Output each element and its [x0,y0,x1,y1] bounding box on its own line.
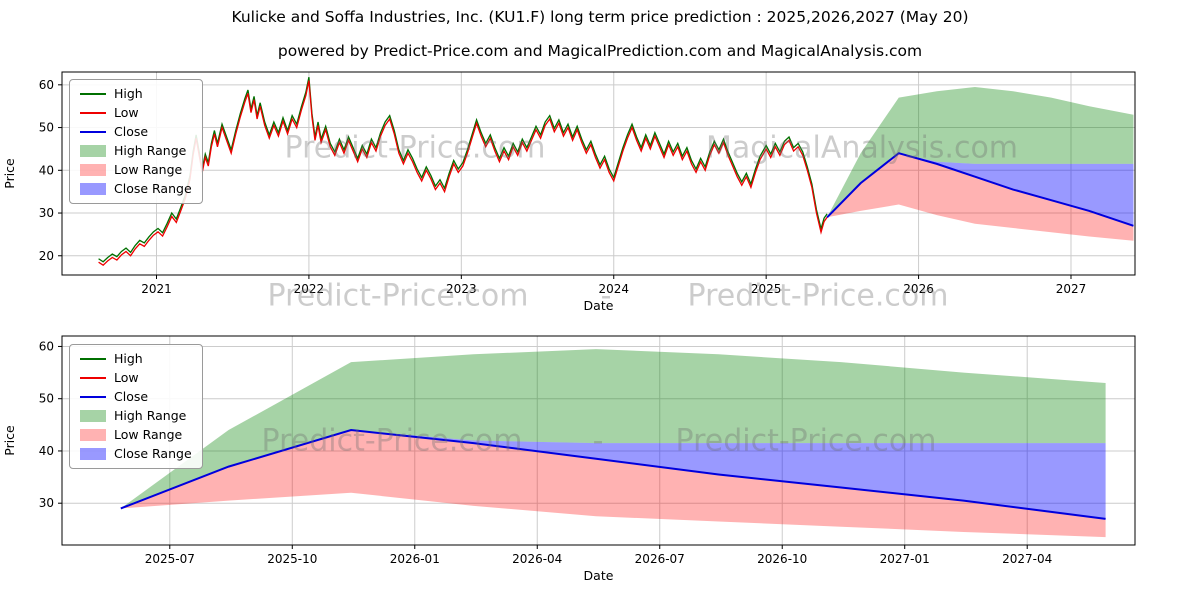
legend-label-close-range: Close Range [114,446,192,461]
close-range-band [827,153,1134,226]
low-range-band [827,153,1134,241]
high-swatch-line [80,358,106,360]
y-tick-label: 40 [39,163,54,177]
x-tick-label: 2026 [903,282,934,296]
figure-subtitle: powered by Predict-Price.com and Magical… [277,42,923,60]
x-tick-label: 2027-04 [1002,552,1052,566]
top-price-chart: 2021 2022 2023 2024 2025 2026 2027 20 30 40 50 60 Da… [2,71,1136,313]
legend-item-high: High [80,87,192,101]
legend-item-low-range: Low Range [80,163,192,177]
close-swatch-line [80,396,106,398]
legend-label-low-range: Low Range [114,427,183,442]
legend-label-high-range: High Range [114,143,187,158]
plot-border [61,71,1136,276]
y-tick-label: 50 [39,392,54,406]
top-chart-legend: High Low Close High Range Low Range Close Ran… [69,79,203,204]
high-range-swatch-patch [80,145,106,157]
close-swatch-line [80,131,106,133]
x-tick-label: 2027 [1056,282,1087,296]
high-range-band [120,349,1106,509]
x-tick-label: 2022 [294,282,325,296]
low-range-swatch-patch [80,429,106,441]
legend-label-high: High [114,86,143,101]
legend-item-high: High [80,352,192,366]
high-range-band [827,86,1134,218]
legend-item-low-range: Low Range [80,428,192,442]
low-range-band [120,430,1106,538]
legend-label-low: Low [114,370,139,385]
legend-item-close: Close [80,125,192,139]
y-axis-label: Price [2,158,17,189]
legend-label-high: High [114,351,143,366]
y-tick-label: 20 [39,249,54,263]
legend-label-close-range: Close Range [114,181,192,196]
legend-item-low: Low [80,106,192,120]
legend-item-low: Low [80,371,192,385]
x-tick-label: 2025 [751,282,782,296]
y-tick-label: 60 [39,339,54,353]
low-swatch-line [80,377,106,379]
legend-item-close-range: Close Range [80,182,192,196]
prediction-close-line [826,152,1134,227]
x-tick-label: 2026-01 [390,552,440,566]
close-range-swatch-patch [80,183,106,195]
legend-label-low: Low [114,105,139,120]
prediction-close-line [120,429,1106,520]
y-axis-label: Price [2,425,17,456]
x-tick-label: 2026-07 [635,552,685,566]
legend-label-close: Close [114,389,149,404]
x-tick-label: 2025-07 [145,552,195,566]
y-tick-label: 30 [39,206,54,220]
close-range-band [120,430,1106,519]
history-high-line [98,76,828,263]
low-swatch-line [80,112,106,114]
x-tick-label: 2024 [598,282,629,296]
high-swatch-line [80,93,106,95]
x-tick-label: 2026-04 [512,552,562,566]
y-tick-label: 30 [39,496,54,510]
high-range-swatch-patch [80,410,106,422]
x-tick-label: 2023 [446,282,477,296]
history-low-line [98,80,828,266]
low-range-swatch-patch [80,164,106,176]
legend-label-close: Close [114,124,149,139]
y-tick-label: 40 [39,444,54,458]
bottom-prediction-chart: 2025-07 2025-10 2026-01 2026-04 2026-07 2026-… [2,335,1136,583]
legend-label-high-range: High Range [114,408,187,423]
plot-border [61,335,1136,546]
figure-title: Kulicke and Soffa Industries, Inc. (KU1.… [231,8,969,26]
y-tick-label: 50 [39,121,54,135]
x-tick-label: 2027-01 [880,552,930,566]
legend-item-close-range: Close Range [80,447,192,461]
x-axis-label: Date [584,298,614,313]
bottom-chart-legend: High Low Close High Range Low Range Close Ran… [69,344,203,469]
y-tick-label: 60 [39,78,54,92]
x-tick-label: 2025-10 [267,552,317,566]
x-axis-label: Date [584,568,614,583]
legend-label-low-range: Low Range [114,162,183,177]
legend-item-high-range: High Range [80,409,192,423]
close-range-swatch-patch [80,448,106,460]
legend-item-close: Close [80,390,192,404]
legend-item-high-range: High Range [80,144,192,158]
x-tick-label: 2021 [141,282,172,296]
x-tick-label: 2026-10 [757,552,807,566]
